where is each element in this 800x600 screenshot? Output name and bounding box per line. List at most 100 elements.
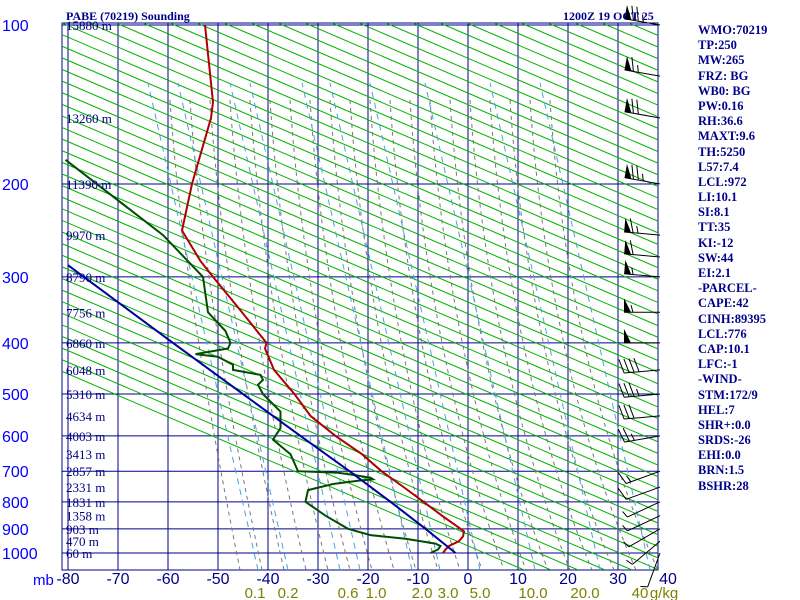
stability-index: BSHR:28 xyxy=(698,478,749,493)
dry-adiabat xyxy=(62,184,658,443)
wind-barb xyxy=(624,239,661,258)
dry-adiabat xyxy=(115,23,658,257)
stability-index: SW:44 xyxy=(698,250,734,265)
pressure-tick-label: 100 xyxy=(2,18,29,35)
isobar-grid xyxy=(62,24,658,554)
dry-adiabat xyxy=(62,243,658,501)
chart-datetime: 1200Z 19 OCT 25 xyxy=(563,9,654,23)
stability-index: PW:0.16 xyxy=(698,98,744,113)
dry-adiabat xyxy=(62,80,658,338)
mixing-ratio-line xyxy=(177,82,289,570)
sounding-profiles xyxy=(64,24,466,554)
height-label: 11390 m xyxy=(66,177,111,192)
temperature-tick-label: -80 xyxy=(56,571,79,588)
wind-barb xyxy=(624,298,660,313)
mixing-ratio-label: 5.0 xyxy=(470,585,491,600)
height-label: 1831 m xyxy=(66,495,105,510)
temperature-tick-label: -30 xyxy=(306,571,329,588)
pressure-tick-label: 200 xyxy=(2,177,29,194)
height-label: 1358 m xyxy=(66,509,105,524)
wind-barb xyxy=(623,528,661,548)
moist-adiabat xyxy=(169,99,241,570)
dry-adiabat xyxy=(62,208,658,466)
temperature-tick-label: 40 xyxy=(659,571,677,588)
height-label: 13260 m xyxy=(66,111,112,126)
pressure-tick-label: 1000 xyxy=(2,546,38,563)
stability-index: SRDS:-26 xyxy=(698,433,751,448)
dry-adiabat xyxy=(62,57,658,315)
dry-adiabat xyxy=(62,115,658,373)
stability-index: CAPE:42 xyxy=(698,296,749,311)
height-label: 903 m xyxy=(66,522,99,537)
temperature-tick-label: -70 xyxy=(106,571,129,588)
height-label: 2857 m xyxy=(66,464,105,479)
height-label: 2331 m xyxy=(66,480,105,495)
wind-barb xyxy=(618,404,661,420)
dry-adiabat xyxy=(385,23,658,141)
temperature-tick-label: -40 xyxy=(256,571,279,588)
dry-adiabat xyxy=(223,23,658,211)
dry-adiabat xyxy=(62,370,525,570)
stability-index: BRN:1.5 xyxy=(698,463,745,478)
stability-index: CINH:89395 xyxy=(698,311,767,326)
dry-adiabat-lines xyxy=(62,23,658,570)
wind-barb xyxy=(618,357,661,374)
temperature-tick-label: -50 xyxy=(206,571,229,588)
pressure-tick-label: 500 xyxy=(2,387,29,404)
dry-adiabat xyxy=(62,196,658,454)
mixing-ratio-label: 0.1 xyxy=(245,585,266,600)
temperature-tick-label: 0 xyxy=(464,571,473,588)
moist-adiabat xyxy=(549,99,658,570)
sounding-series-line xyxy=(64,159,443,554)
dry-adiabat xyxy=(62,23,658,280)
wind-barb xyxy=(626,540,661,565)
wind-barb xyxy=(618,382,661,398)
dry-adiabat xyxy=(88,23,658,269)
dry-adiabat xyxy=(62,301,658,559)
height-label: 470 m xyxy=(66,534,99,549)
temperature-tick-label: 20 xyxy=(559,571,577,588)
height-label: 4634 m xyxy=(66,409,105,424)
wind-barb xyxy=(624,328,660,344)
stability-index: LCL:972 xyxy=(698,174,747,189)
pressure-tick-label: 400 xyxy=(2,336,29,353)
pressure-tick-label: 800 xyxy=(2,495,29,512)
dry-adiabat xyxy=(62,68,658,327)
stability-index: KI:-12 xyxy=(698,235,734,250)
dry-adiabat xyxy=(62,324,633,570)
dry-adiabat xyxy=(196,23,658,222)
stability-index: MW:265 xyxy=(698,53,745,68)
stability-index: EHI:0.0 xyxy=(698,448,741,463)
mixing-ratio-label: 1.0 xyxy=(366,585,387,600)
sounding-series-line xyxy=(180,24,466,554)
stability-index: TP:250 xyxy=(698,38,737,53)
dry-adiabat xyxy=(62,161,658,420)
dry-adiabat xyxy=(62,219,658,478)
chart-title: PABE (70219) Sounding xyxy=(66,9,190,23)
height-label: 6048 m xyxy=(66,363,105,378)
stability-index: TT:35 xyxy=(698,220,731,235)
stability-index: SHR+:0.0 xyxy=(698,417,751,432)
mixing-ratio-label: 20.0 xyxy=(570,585,599,600)
wind-barb xyxy=(617,470,661,484)
height-label: 3413 m xyxy=(66,447,105,462)
sounding-series-line xyxy=(67,264,457,554)
dry-adiabat xyxy=(250,23,658,199)
wind-barb xyxy=(624,163,661,185)
wind-barb xyxy=(640,552,661,588)
wind-barb-column xyxy=(617,4,661,588)
mixing-ratio-line xyxy=(489,82,601,570)
temperature-tick-label: -10 xyxy=(406,571,429,588)
moist-adiabat-lines xyxy=(169,99,658,570)
pressure-tick-label: 300 xyxy=(2,270,29,287)
mixing-ratio-label: g/kg xyxy=(650,585,678,600)
pressure-tick-label: 600 xyxy=(2,429,29,446)
pressure-tick-label: 700 xyxy=(2,464,29,481)
wind-barb xyxy=(624,56,661,77)
dry-adiabat xyxy=(358,23,658,153)
dry-adiabat xyxy=(62,126,658,385)
height-label: 15880 m xyxy=(66,18,112,33)
mixing-ratio-label: 2.0 xyxy=(412,585,433,600)
